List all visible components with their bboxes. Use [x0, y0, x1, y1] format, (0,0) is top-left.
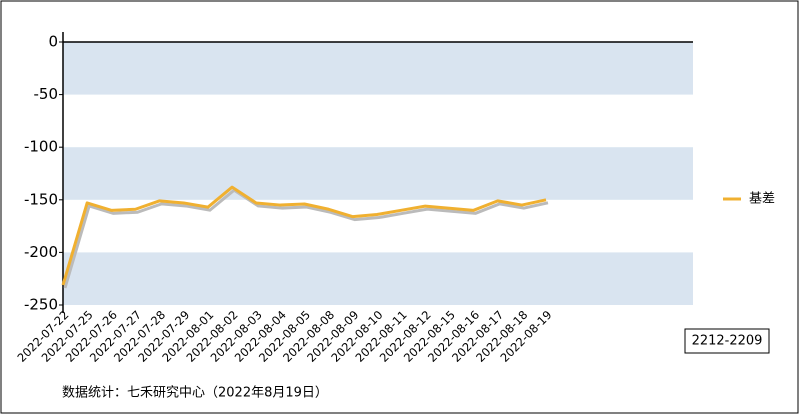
contract-label: 2212-2209	[692, 334, 763, 349]
contract-box	[684, 328, 770, 354]
y-tick-label: -50	[34, 85, 59, 103]
y-tick-label: -100	[24, 138, 58, 156]
y-tick-label: -150	[24, 190, 58, 208]
plot-area: 0-50-100-150-200-2502022-07-222022-07-25…	[14, 32, 693, 365]
y-tick-label: -200	[24, 243, 58, 261]
line-shadow	[63, 188, 549, 289]
source-note: 数据统计：七禾研究中心（2022年8月19日）	[62, 386, 328, 401]
legend-label: 基差	[749, 192, 775, 207]
band	[63, 42, 693, 95]
band	[63, 252, 693, 305]
series-line	[61, 185, 547, 286]
band	[63, 147, 693, 200]
y-tick-label: 0	[48, 33, 58, 51]
y-tick-label: -250	[24, 296, 58, 314]
